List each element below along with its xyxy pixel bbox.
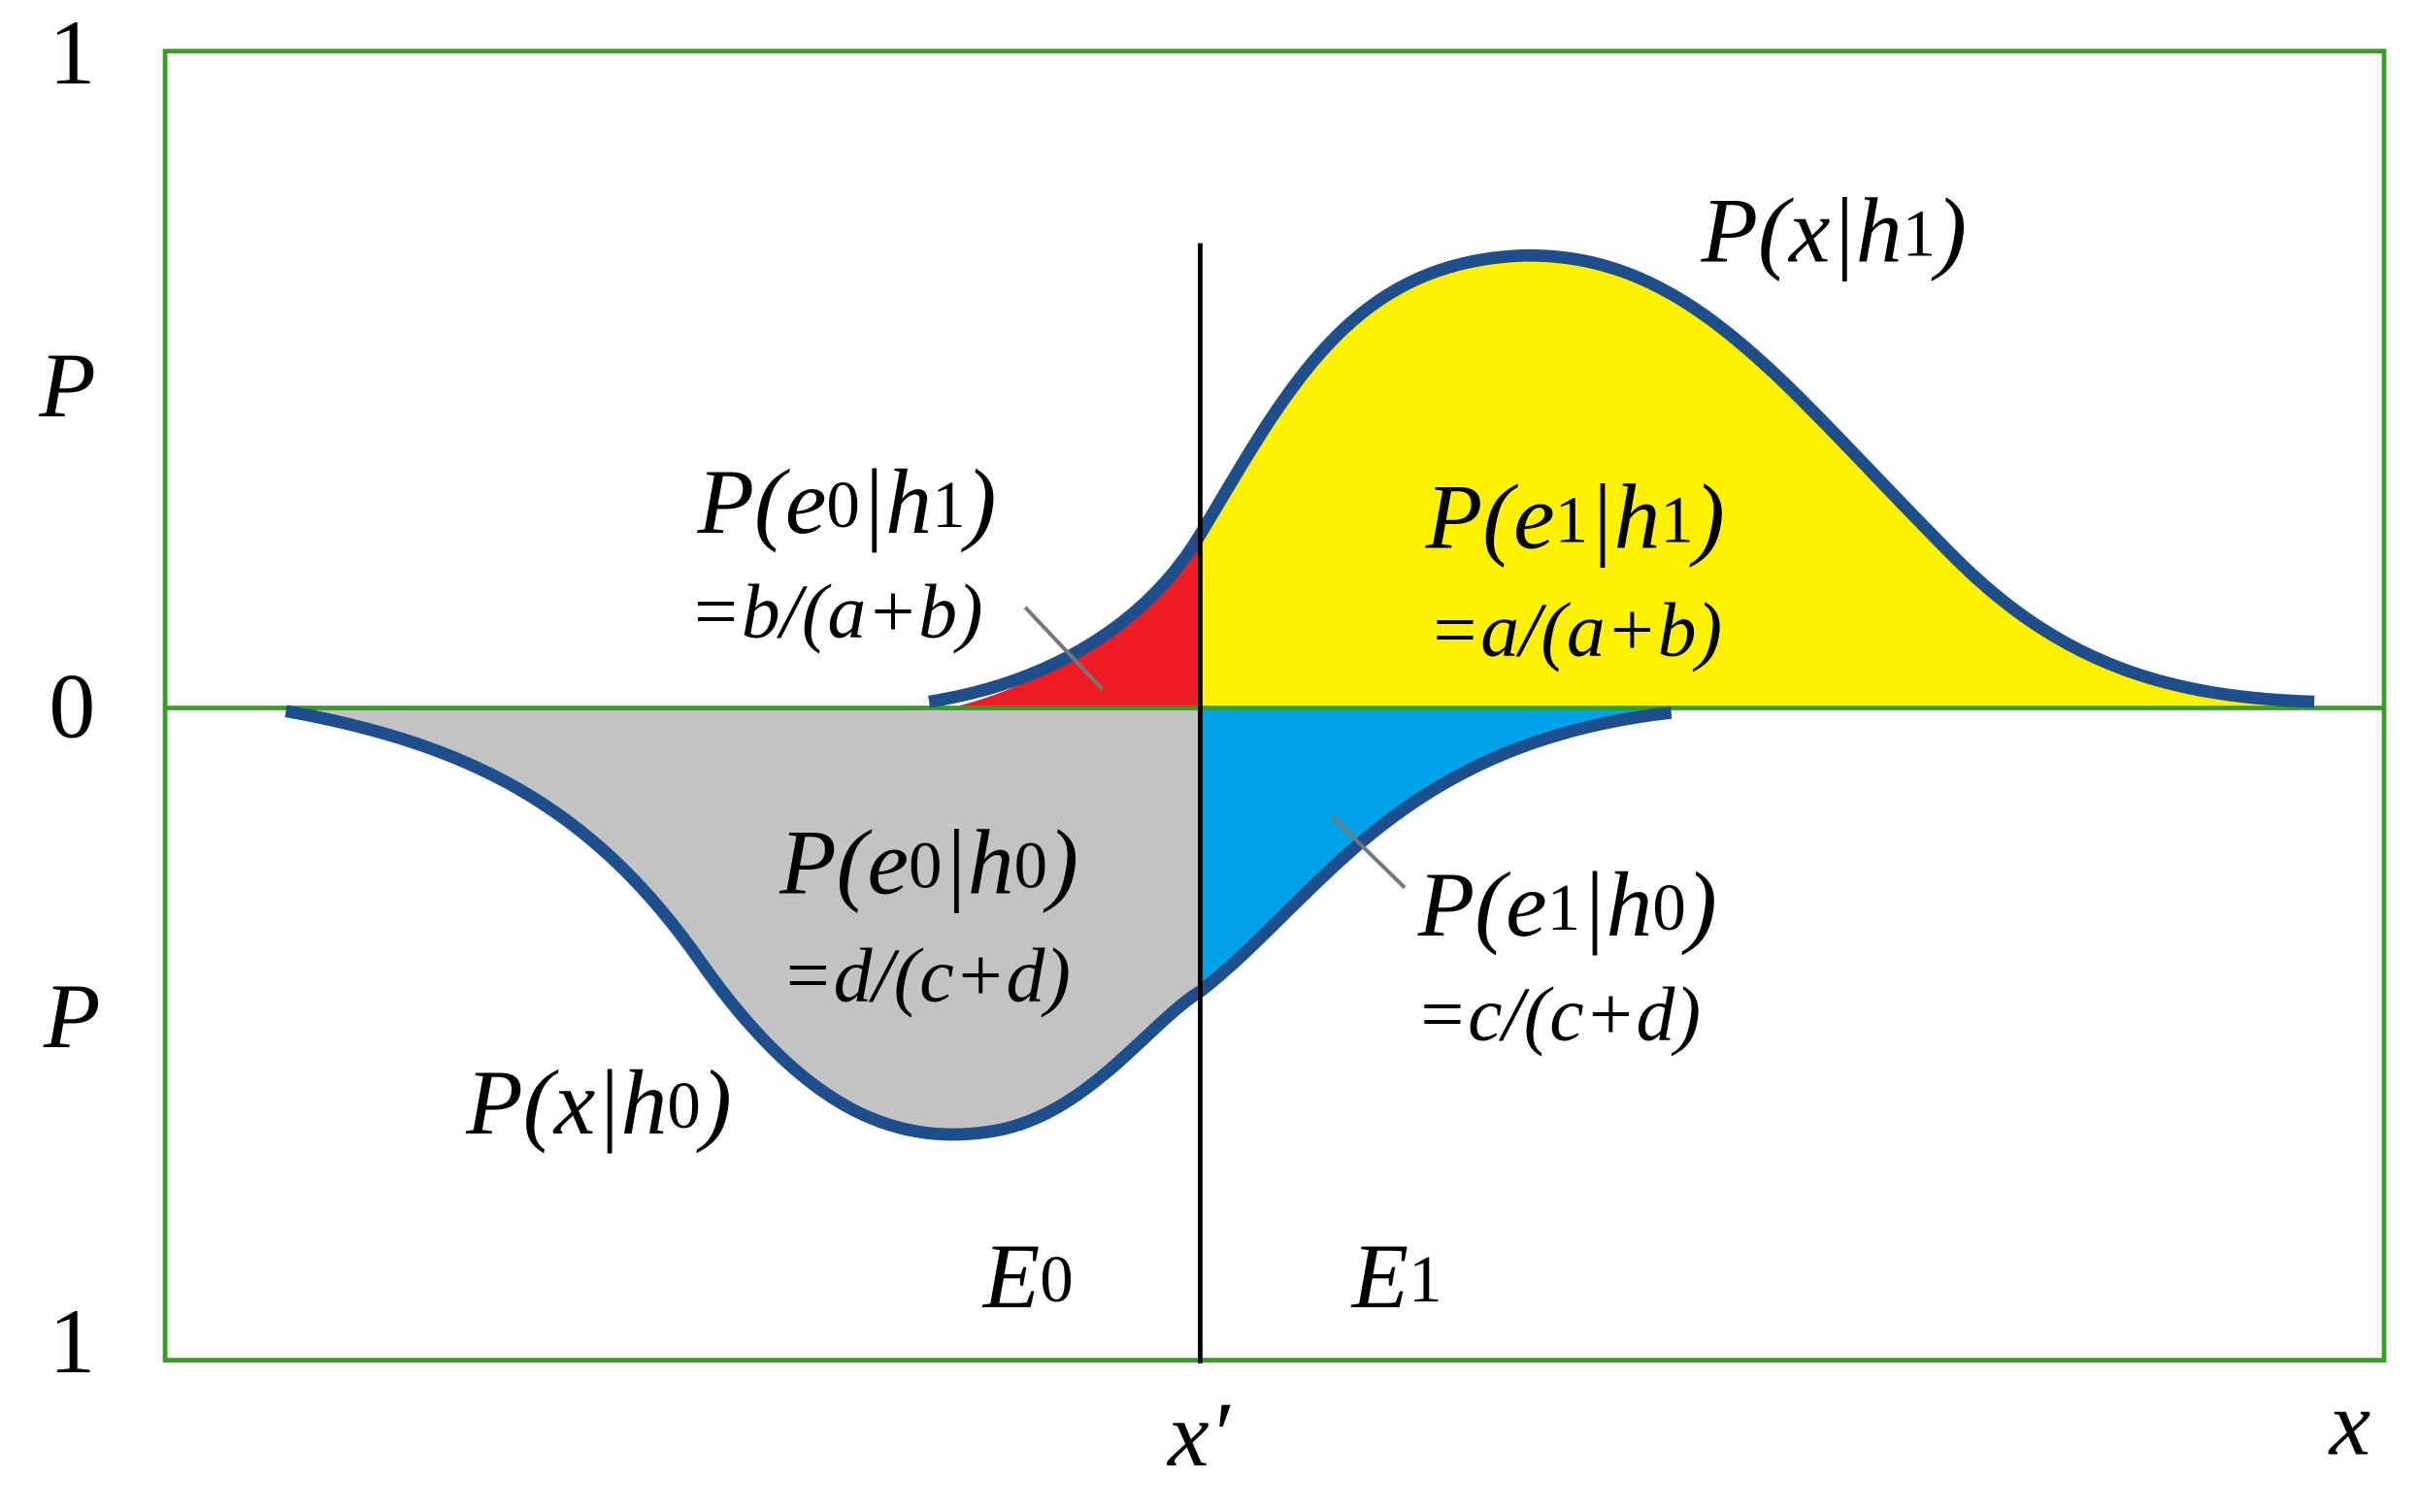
axis-top: 1 (49, 1, 95, 104)
curve-label: P(x|h0) (465, 1051, 731, 1154)
region-label: P(e1|h0) (1417, 853, 1717, 956)
region-e0-h1 (950, 534, 1201, 708)
leader-line (1023, 606, 1105, 691)
axis-label: P (38, 334, 95, 437)
curve-label: P(x|h1) (1701, 179, 1968, 281)
region-label: P(e1|h1) (1425, 466, 1725, 569)
region-e0-h0 (285, 707, 1201, 1134)
leader-line (1330, 814, 1407, 890)
region-formula: =b/(a+b) (689, 570, 983, 655)
threshold-label: x′ (1166, 1383, 1232, 1486)
region-formula: =c/(c+d) (1415, 972, 1701, 1058)
zone-label: E1 (1350, 1225, 1442, 1328)
region-label: P(e0|h0) (779, 811, 1078, 914)
region-formula: =d/(c+d) (781, 934, 1071, 1019)
x-label: x (2328, 1372, 2371, 1475)
curve-h0 (284, 705, 1673, 1141)
curve-h1 (928, 248, 2315, 708)
axis-bottom: 1 (49, 1290, 95, 1393)
region-e1-h1 (1200, 255, 2315, 708)
region-e1-h0 (1200, 707, 1672, 992)
axis-zero: 0 (49, 654, 95, 757)
region-label: P(e0|h1) (696, 450, 996, 553)
zone-label: E0 (981, 1225, 1074, 1328)
axis-label: P (43, 965, 100, 1068)
region-formula: =a/(a+b) (1428, 588, 1722, 674)
